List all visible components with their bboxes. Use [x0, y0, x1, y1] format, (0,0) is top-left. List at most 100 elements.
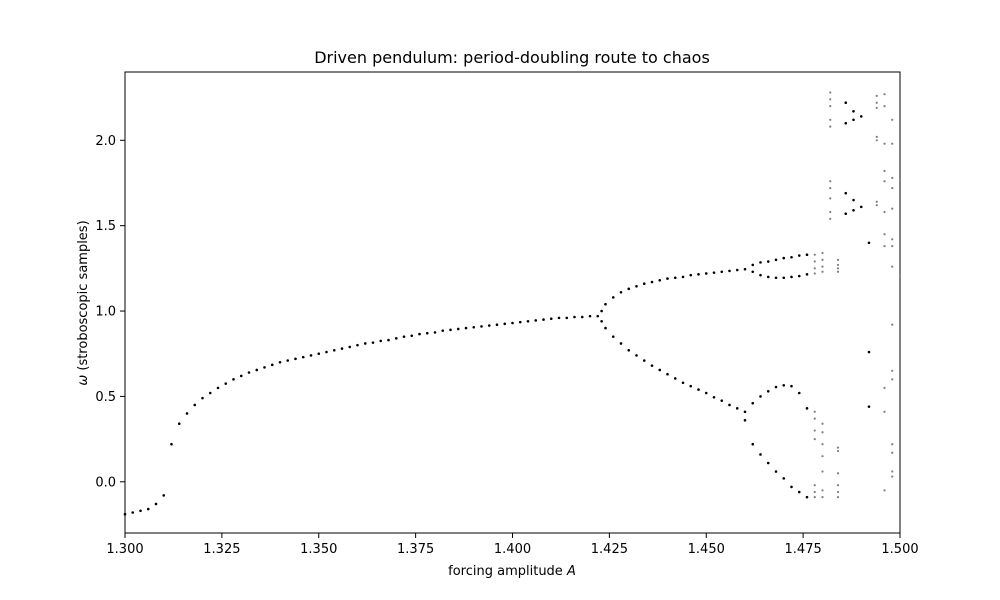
plot-area: 1.300 1.325 1.350 1.375 1.400 1.425 1.450 1.475… — [95, 71, 919, 557]
periodic-point — [720, 399, 724, 402]
chaotic-point — [836, 484, 840, 487]
periodic-point — [844, 212, 848, 216]
periodic-point — [588, 314, 592, 318]
periodic-point — [704, 272, 708, 275]
periodic-point — [867, 350, 871, 354]
periodic-point — [720, 270, 724, 274]
periodic-point — [658, 279, 662, 282]
periodic-point — [270, 363, 274, 367]
chart-title: Driven pendulum: period-doubling route t… — [314, 48, 710, 67]
periodic-point — [766, 461, 770, 465]
periodic-point — [480, 325, 483, 328]
periodic-point — [247, 371, 251, 374]
periodic-point — [441, 329, 445, 332]
periodic-point — [604, 302, 607, 306]
chaotic-point — [813, 260, 816, 263]
periodic-point — [309, 354, 313, 357]
periodic-point — [170, 442, 173, 446]
periodic-point — [712, 395, 716, 399]
periodic-point — [162, 494, 166, 497]
periodic-point — [449, 328, 452, 332]
periodic-point — [278, 360, 282, 364]
x-axis-label-variable: A — [566, 564, 576, 579]
chaotic-point — [883, 410, 886, 413]
chaotic-point — [821, 443, 824, 446]
y-tick-label: 0.0 — [95, 475, 116, 490]
chaotic-point — [891, 443, 894, 446]
y-tick-label: 1.5 — [95, 219, 116, 234]
chaotic-point — [883, 169, 886, 173]
chaotic-point — [898, 178, 902, 181]
periodic-point — [797, 391, 801, 395]
periodic-point — [573, 315, 576, 319]
periodic-point — [782, 477, 786, 480]
periodic-point — [751, 263, 755, 267]
periodic-point — [735, 407, 739, 410]
periodic-point — [456, 327, 460, 331]
periodic-point — [774, 258, 778, 262]
chaotic-point — [875, 139, 878, 142]
chaotic-point — [829, 187, 832, 190]
periodic-point — [139, 509, 142, 513]
periodic-point — [232, 378, 235, 381]
periodic-point — [433, 331, 437, 334]
periodic-point — [774, 470, 778, 473]
chaotic-point — [836, 258, 840, 261]
chaotic-point — [821, 431, 824, 434]
periodic-point — [565, 316, 569, 320]
chaotic-point — [891, 245, 894, 248]
chaotic-point — [821, 455, 824, 458]
periodic-point — [728, 403, 731, 407]
chaotic-point — [883, 245, 886, 248]
periodic-point — [650, 280, 654, 284]
chaotic-point — [836, 490, 840, 494]
chaotic-point — [875, 200, 878, 203]
periodic-point — [487, 324, 491, 327]
x-tick-label: 1.300 — [106, 542, 143, 557]
chaotic-point — [883, 93, 886, 96]
periodic-point — [759, 261, 762, 264]
periodic-point — [790, 255, 793, 259]
x-axis-label-text: forcing amplitude — [448, 564, 567, 579]
periodic-point — [549, 317, 553, 321]
periodic-point — [495, 323, 499, 326]
chaotic-point — [813, 484, 816, 487]
periodic-point — [503, 322, 507, 326]
periodic-point — [790, 485, 793, 489]
periodic-point — [751, 442, 755, 446]
periodic-point — [859, 205, 863, 209]
periodic-point — [534, 319, 538, 322]
chaotic-point — [891, 475, 894, 478]
chaotic-point — [821, 489, 824, 492]
chaotic-point — [898, 274, 902, 277]
periodic-point — [766, 389, 770, 393]
chaotic-point — [883, 386, 886, 389]
periodic-point — [208, 391, 212, 395]
periodic-point — [131, 511, 135, 514]
chaotic-point — [891, 265, 894, 268]
periodic-point — [317, 352, 321, 356]
y-axis-label-text: (stroboscopic samples) — [76, 220, 91, 374]
chaotic-point — [829, 118, 832, 121]
periodic-point — [867, 241, 871, 245]
chaotic-point — [836, 263, 840, 267]
periodic-point — [356, 343, 359, 347]
periodic-point — [363, 342, 367, 345]
periodic-point — [123, 512, 127, 516]
periodic-point — [790, 275, 793, 279]
periodic-point — [464, 326, 468, 330]
periodic-point — [759, 273, 762, 277]
periodic-point — [774, 276, 778, 280]
periodic-point — [185, 412, 189, 415]
periodic-point — [177, 422, 181, 426]
chaotic-point — [829, 125, 832, 128]
chaotic-point — [821, 251, 824, 255]
periodic-point — [743, 267, 747, 271]
periodic-point — [619, 290, 623, 294]
chaotic-point — [836, 270, 840, 273]
periodic-point — [712, 271, 716, 274]
periodic-point — [518, 320, 522, 324]
periodic-point — [681, 275, 685, 279]
periodic-point — [852, 198, 855, 202]
chaotic-point — [883, 180, 886, 183]
